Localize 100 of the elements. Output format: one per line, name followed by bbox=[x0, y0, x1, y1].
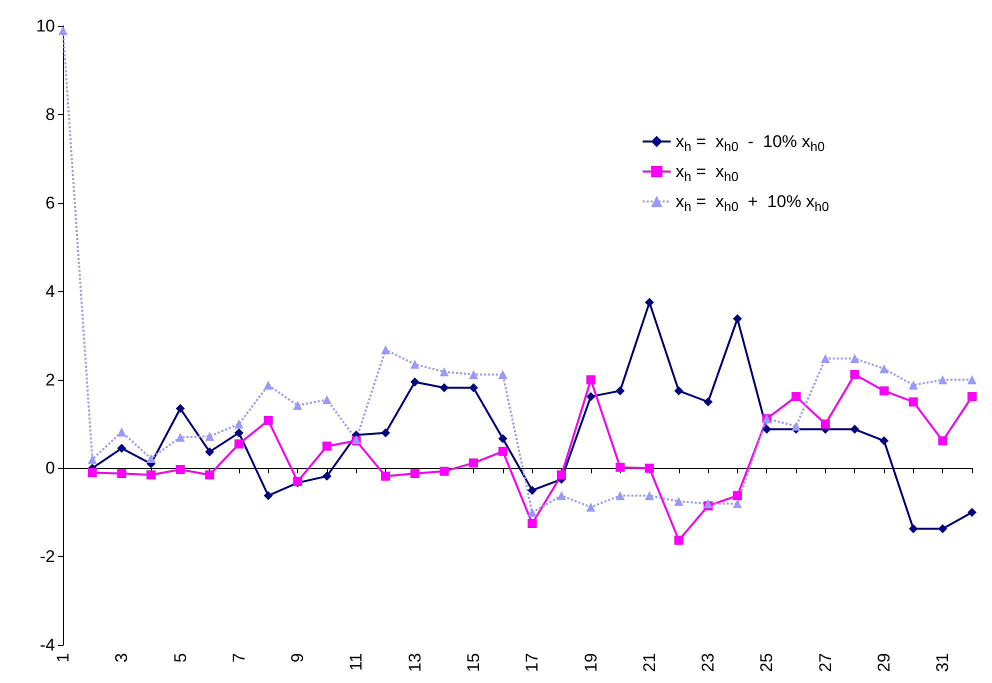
point bbox=[644, 298, 654, 307]
point bbox=[117, 469, 126, 478]
point bbox=[293, 400, 302, 410]
point bbox=[322, 472, 332, 481]
x-tick-label: 31 bbox=[933, 653, 952, 672]
point bbox=[938, 524, 948, 534]
point bbox=[850, 354, 860, 364]
point bbox=[410, 377, 420, 386]
point bbox=[264, 380, 273, 390]
point bbox=[176, 404, 185, 414]
point bbox=[938, 375, 948, 384]
y-tick-label: 2 bbox=[46, 370, 55, 390]
point bbox=[88, 454, 97, 464]
point bbox=[908, 397, 918, 406]
point bbox=[674, 386, 684, 396]
point bbox=[205, 447, 214, 456]
x-tick-label: 21 bbox=[640, 653, 659, 672]
x-tick-label: 5 bbox=[170, 653, 190, 663]
point bbox=[732, 491, 742, 500]
y-tick-label: 8 bbox=[46, 104, 55, 124]
point bbox=[968, 392, 976, 402]
point bbox=[850, 424, 860, 434]
point bbox=[322, 395, 332, 404]
point bbox=[880, 364, 889, 374]
point bbox=[732, 314, 742, 324]
x-tick-label: 1 bbox=[54, 653, 72, 663]
x-tick-label: 13 bbox=[405, 653, 424, 672]
point bbox=[674, 536, 684, 545]
point bbox=[469, 383, 478, 392]
x-tick-label: 7 bbox=[229, 653, 248, 663]
point bbox=[586, 375, 596, 384]
x-tick-label: 15 bbox=[464, 653, 484, 672]
x-tick-label: 25 bbox=[757, 653, 776, 672]
y-tick-label: -4 bbox=[40, 636, 55, 655]
point bbox=[498, 446, 508, 456]
point bbox=[410, 360, 420, 369]
y-tick-label: 4 bbox=[46, 282, 55, 301]
point bbox=[528, 486, 537, 495]
point bbox=[820, 354, 830, 364]
point bbox=[616, 386, 625, 396]
point bbox=[234, 439, 244, 448]
point bbox=[234, 428, 244, 438]
point bbox=[264, 416, 273, 425]
point bbox=[469, 370, 478, 379]
point bbox=[205, 470, 214, 480]
point bbox=[381, 472, 390, 481]
point bbox=[820, 419, 830, 428]
point bbox=[498, 370, 508, 379]
point bbox=[440, 367, 449, 376]
point bbox=[908, 380, 918, 390]
point bbox=[908, 524, 918, 534]
point bbox=[792, 392, 801, 402]
point bbox=[176, 432, 185, 442]
point bbox=[968, 375, 976, 384]
point bbox=[146, 470, 156, 480]
point bbox=[674, 496, 684, 506]
point bbox=[528, 508, 537, 517]
point bbox=[762, 424, 772, 434]
point bbox=[469, 458, 478, 468]
point bbox=[792, 422, 801, 431]
point bbox=[556, 470, 566, 480]
point bbox=[704, 397, 713, 406]
point bbox=[644, 464, 654, 473]
x-tick-label: 29 bbox=[874, 653, 894, 672]
point bbox=[616, 491, 625, 500]
point bbox=[410, 469, 420, 478]
point bbox=[440, 466, 449, 476]
y-tick-label: 0 bbox=[46, 458, 55, 478]
point bbox=[322, 442, 332, 451]
x-tick-label: 3 bbox=[112, 653, 132, 663]
x-tick-label: 19 bbox=[581, 653, 600, 672]
point bbox=[498, 434, 508, 444]
x-tick-label: 11 bbox=[346, 653, 366, 671]
point bbox=[586, 392, 596, 402]
y-tick-label: -2 bbox=[40, 547, 55, 566]
x-tick-label: 23 bbox=[698, 653, 718, 672]
point bbox=[586, 502, 596, 512]
point bbox=[264, 491, 273, 500]
point bbox=[556, 491, 566, 500]
point bbox=[938, 436, 948, 446]
point bbox=[176, 465, 185, 474]
y-tick-label: 6 bbox=[46, 193, 55, 212]
point bbox=[381, 428, 390, 438]
point bbox=[880, 436, 889, 446]
point bbox=[146, 454, 156, 463]
point bbox=[117, 444, 126, 453]
point bbox=[880, 386, 889, 396]
point bbox=[732, 499, 742, 508]
point bbox=[205, 432, 214, 441]
y-tick-label: 10 bbox=[36, 16, 55, 36]
point bbox=[850, 370, 860, 379]
point bbox=[440, 383, 449, 392]
x-tick-label: 9 bbox=[288, 653, 308, 663]
point bbox=[381, 345, 390, 354]
point bbox=[616, 462, 625, 472]
x-tick-label: 17 bbox=[522, 653, 542, 672]
point bbox=[234, 419, 244, 428]
point bbox=[528, 518, 537, 528]
x-tick-label: 27 bbox=[816, 653, 835, 672]
point bbox=[88, 468, 97, 478]
